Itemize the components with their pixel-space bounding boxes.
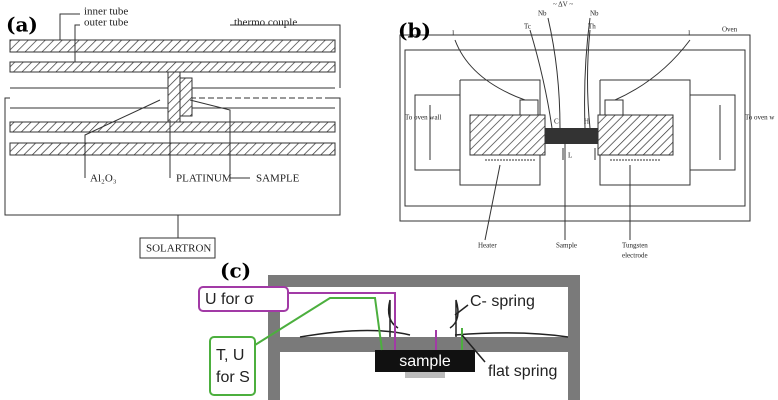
label: C: [554, 118, 559, 126]
label: thermo couple: [234, 17, 297, 29]
label: To oven w: [745, 114, 775, 122]
label: outer tube: [84, 17, 128, 29]
label-box: [210, 337, 255, 395]
leader: [85, 100, 160, 178]
label: Al₂O₃: [90, 173, 117, 185]
inner-tube-bottom: [10, 122, 335, 132]
panel-label: (a): [6, 13, 38, 37]
label: I: [688, 30, 691, 38]
label: U for σ: [205, 291, 254, 308]
contact: [605, 100, 623, 115]
label: I: [452, 30, 455, 38]
outer-tube-top: [10, 40, 335, 52]
label: T, U: [216, 347, 244, 364]
label: SOLARTRON: [146, 243, 211, 255]
inner-tube-top: [10, 62, 335, 72]
label: PLATINUM: [176, 173, 232, 185]
electrode: [470, 115, 545, 155]
label: Oven: [722, 26, 738, 34]
label: Th: [588, 23, 596, 31]
outer-tube-bottom: [10, 143, 335, 155]
panel-c: (c) U for σ T, U for S C- spring sample …: [199, 259, 580, 400]
platinum-holder: [168, 72, 180, 122]
panel-b: (b) ~ ΔV ~ Nb Nb Tc Th I I Oven To oven …: [398, 1, 775, 260]
label: Tungsten: [622, 242, 648, 250]
label: for S: [216, 369, 250, 386]
sample: [545, 128, 598, 144]
leader: [60, 14, 80, 40]
label: Tc: [524, 23, 531, 31]
label: flat spring: [488, 363, 557, 380]
support: [405, 372, 445, 378]
wall: [268, 337, 580, 352]
label: H: [584, 118, 589, 126]
panel-a: (a) inner tube outer tube thermo couple …: [5, 6, 340, 258]
label: Sample: [556, 242, 577, 250]
electrode: [598, 115, 673, 155]
label: sample: [399, 353, 451, 370]
label: SAMPLE: [256, 173, 300, 185]
leader: [230, 25, 340, 88]
contact: [520, 100, 538, 115]
leader: [190, 100, 250, 178]
chamber: [690, 95, 735, 170]
label: Heater: [478, 242, 497, 250]
chamber: [415, 95, 460, 170]
panel-label: (c): [220, 259, 251, 283]
label: Nb: [590, 10, 599, 18]
label: To oven wall: [405, 114, 442, 122]
label: ~ ΔV ~: [553, 1, 573, 9]
label: Nb: [538, 10, 547, 18]
label: electrode: [622, 252, 648, 260]
leader: [485, 165, 500, 240]
figure: (a) inner tube outer tube thermo couple …: [0, 0, 778, 400]
label: C- spring: [470, 293, 535, 310]
label: L: [568, 152, 572, 160]
sample-holder: [180, 78, 192, 116]
panel-label: (b): [398, 19, 431, 43]
